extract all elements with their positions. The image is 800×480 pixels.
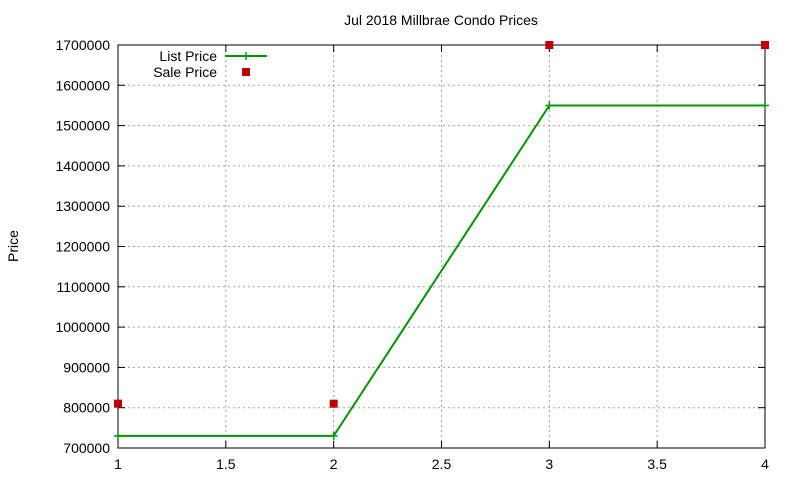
- x-tick-label: 2: [330, 456, 338, 472]
- legend-marker: [242, 52, 250, 60]
- legend-item-list-price: List Price: [159, 48, 267, 64]
- x-tick-label: 3.5: [647, 456, 667, 472]
- list-price-point: [329, 431, 338, 440]
- y-tick-label: 1300000: [55, 198, 110, 214]
- list-price-point: [761, 101, 769, 110]
- y-tick-label: 700000: [63, 440, 110, 456]
- legend-item-sale-price: Sale Price: [153, 64, 250, 80]
- grid: [118, 45, 765, 448]
- y-tick-label: 1500000: [55, 118, 110, 134]
- legend-label: List Price: [159, 48, 217, 64]
- y-axis-label: Price: [5, 230, 21, 262]
- series-sale-price: [114, 41, 769, 408]
- list-price-line: [118, 104, 765, 437]
- y-tick-label: 1600000: [55, 77, 110, 93]
- x-tick-label: 4: [761, 456, 769, 472]
- y-tick-label: 1700000: [55, 37, 110, 53]
- y-tick-label: 1000000: [55, 319, 110, 335]
- list-price-point: [545, 101, 554, 110]
- y-tick-label: 1100000: [57, 279, 111, 295]
- sale-price-point: [545, 41, 554, 49]
- x-tick-label: 2.5: [432, 456, 452, 472]
- y-tick-label: 900000: [63, 359, 110, 375]
- x-tick-label: 3: [545, 456, 553, 472]
- axis-ticks: 1 1.5 2 2.5 3 3.5 4 700000 800000 900000 1000000 11…: [55, 37, 769, 472]
- legend-marker: [242, 68, 250, 76]
- y-tick-label: 1200000: [55, 239, 110, 255]
- chart-title: Jul 2018 Millbrae Condo Prices: [344, 12, 538, 28]
- y-tick-label: 800000: [63, 400, 110, 416]
- sale-price-point: [761, 41, 769, 49]
- sale-price-point: [329, 399, 338, 408]
- legend-label: Sale Price: [153, 64, 217, 80]
- sale-price-point: [114, 399, 122, 408]
- x-tick-label: 1.5: [216, 456, 236, 472]
- x-tick-label: 1: [114, 456, 122, 472]
- list-price-point: [114, 431, 122, 440]
- series-layer: [114, 41, 769, 440]
- series-list-price: [114, 101, 769, 440]
- y-tick-label: 1400000: [55, 158, 110, 174]
